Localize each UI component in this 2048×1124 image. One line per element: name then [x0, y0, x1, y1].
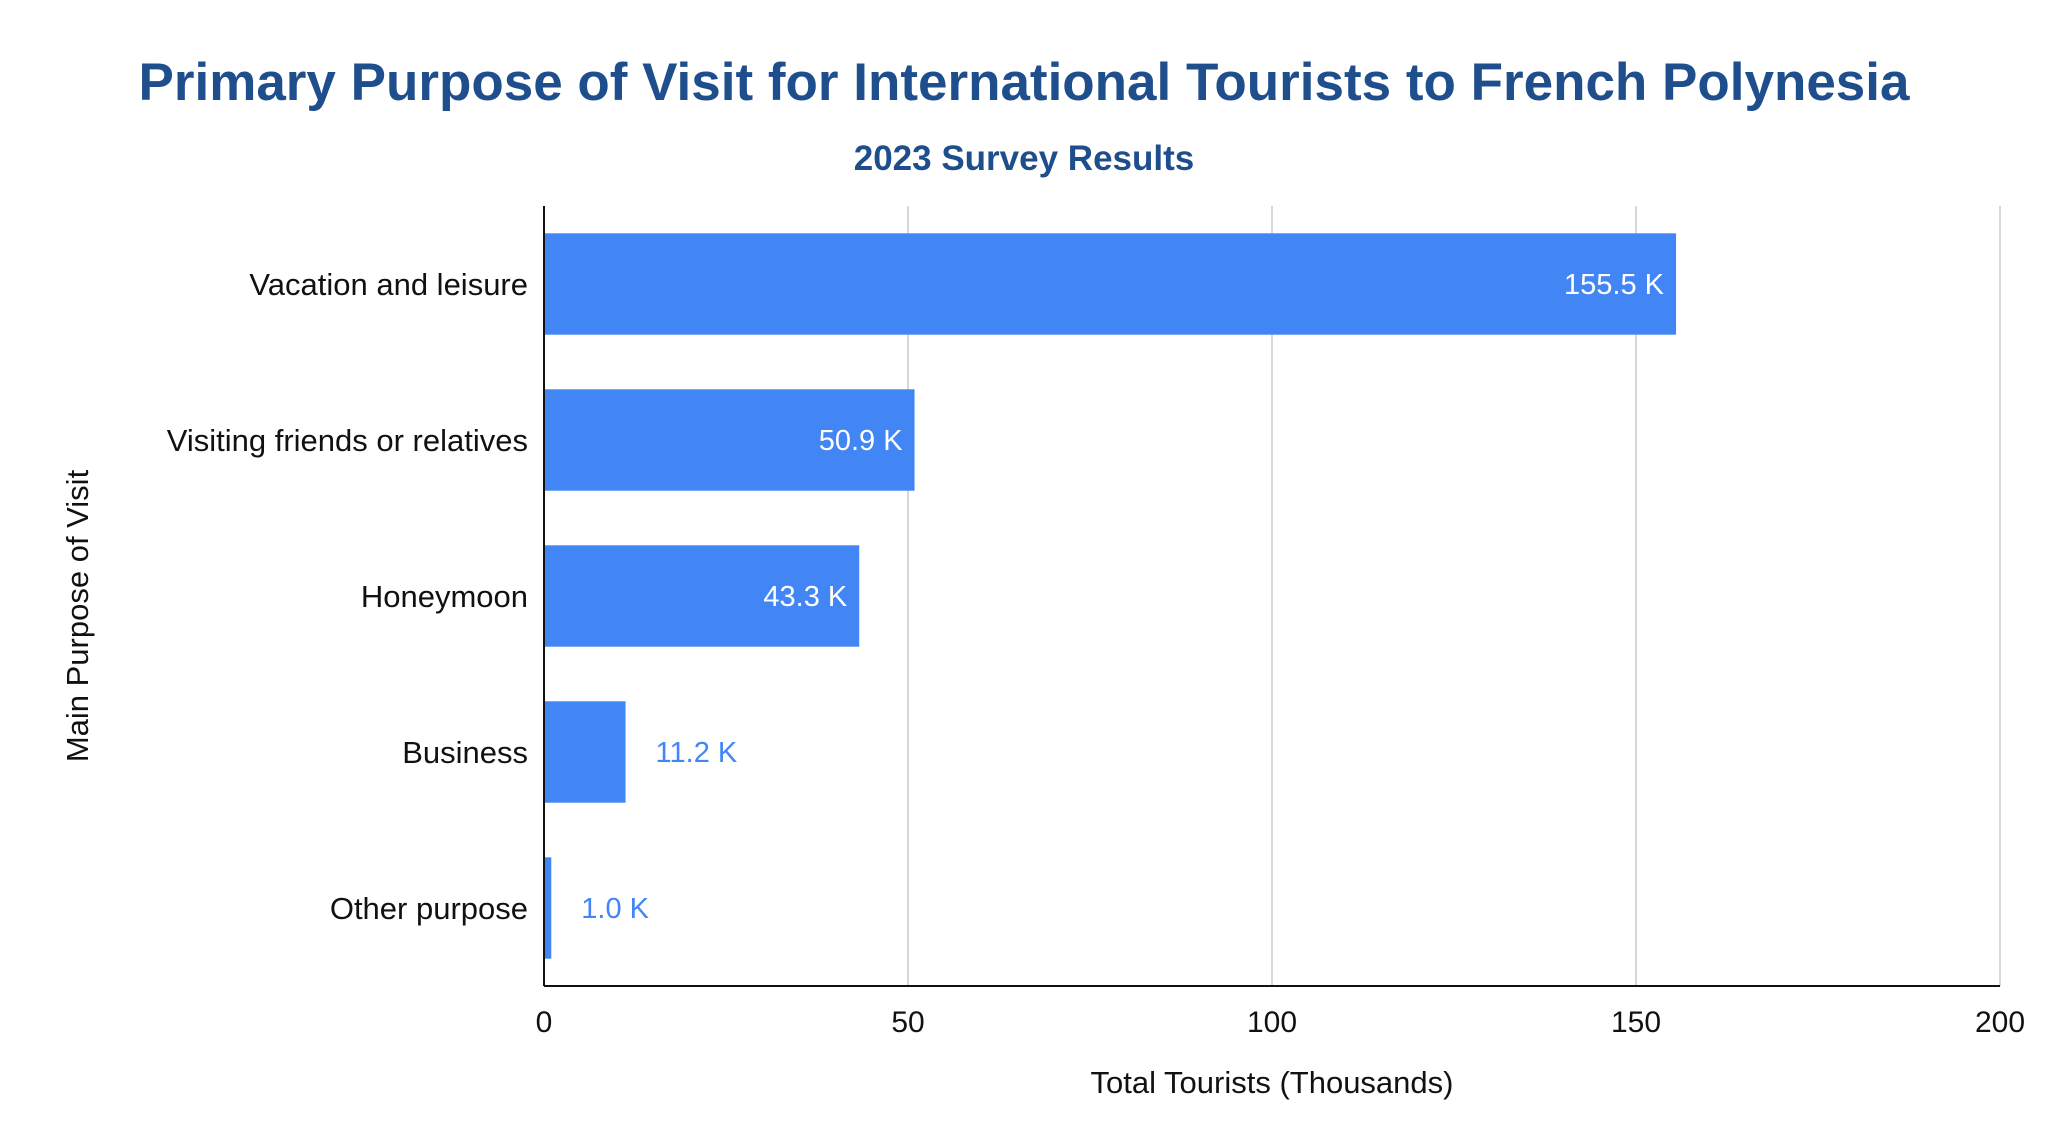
data-label: 11.2 K — [656, 737, 738, 769]
x-tick-label: 50 — [891, 1006, 924, 1039]
category-label: Honeymoon — [361, 579, 528, 614]
chart-title: Primary Purpose of Visit for Internation… — [138, 53, 1910, 112]
bar — [544, 389, 915, 491]
category-label: Other purpose — [330, 891, 528, 926]
data-label: 155.5 K — [1564, 269, 1665, 301]
axes — [543, 206, 2000, 987]
labels: 0 50 100 150 200 Vacation and leisure 155.5 K V… — [60, 267, 2025, 1100]
data-label: 1.0 K — [581, 893, 649, 925]
x-axis-title: Total Tourists (Thousands) — [1091, 1065, 1454, 1100]
data-label: 50.9 K — [819, 425, 903, 457]
x-tick-label: 200 — [1975, 1006, 2025, 1039]
bar — [544, 701, 626, 803]
x-tick-label: 150 — [1611, 1006, 1661, 1039]
bar — [544, 233, 1677, 335]
bar — [544, 545, 860, 647]
bar — [544, 857, 552, 959]
category-label: Vacation and leisure — [249, 267, 528, 302]
category-label: Business — [402, 735, 528, 770]
gridlines — [907, 206, 2001, 986]
data-label: 43.3 K — [763, 581, 847, 613]
bars — [544, 233, 1677, 959]
x-tick-label: 100 — [1247, 1006, 1297, 1039]
y-axis-title: Main Purpose of Visit — [60, 469, 95, 762]
category-label: Visiting friends or relatives — [167, 423, 528, 458]
x-tick-label: 0 — [536, 1006, 553, 1039]
chart-subtitle: 2023 Survey Results — [853, 139, 1195, 178]
